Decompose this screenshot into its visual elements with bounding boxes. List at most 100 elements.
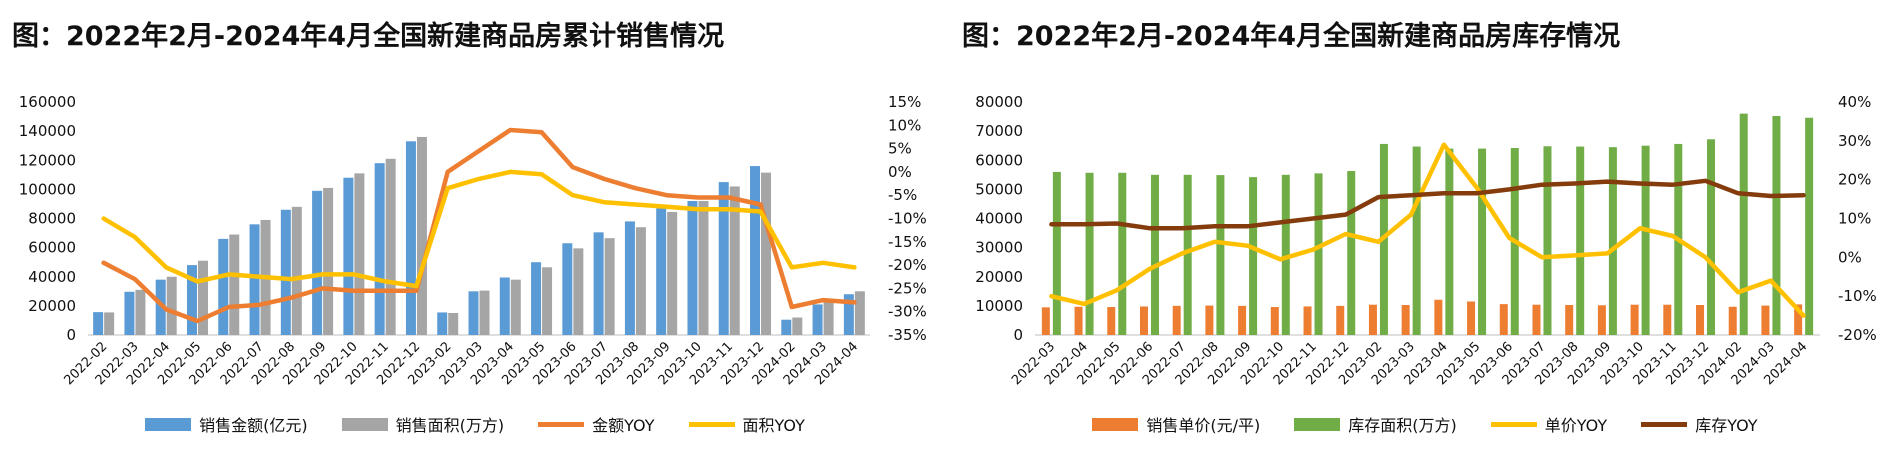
bar (656, 208, 667, 335)
bar (510, 279, 521, 335)
bar (124, 291, 135, 335)
y2-tick-label: -35% (888, 326, 927, 344)
bar (155, 279, 166, 335)
y-tick-label: 0 (1013, 326, 1023, 344)
bar (698, 201, 709, 335)
y2-tick-label: -30% (888, 303, 927, 321)
y2-tick-label: 0% (1838, 248, 1862, 266)
y-tick-label: 30000 (975, 239, 1023, 257)
bar (229, 234, 240, 335)
bar (405, 141, 416, 335)
bar (1772, 115, 1781, 335)
bar (323, 187, 334, 335)
bar (1499, 304, 1508, 335)
legend-swatch (341, 417, 388, 431)
bar (1608, 147, 1617, 335)
left-chart-title: 图：2022年2月-2024年4月全国新建商品房累计销售情况 (12, 21, 725, 52)
bar (1118, 172, 1127, 335)
y-tick-label: 60000 (975, 151, 1023, 169)
y2-tick-label: -10% (1838, 287, 1877, 305)
legend-label: 库存面积(万方) (1348, 416, 1457, 435)
left-chart-svg: 0 20000 40000 60000 80000 100000 120000 140000 1… (19, 93, 927, 388)
y-tick-label: 20000 (975, 268, 1023, 286)
y2-tick-label: -10% (888, 210, 927, 228)
legend-item: 库存YOY (1641, 412, 1758, 436)
y-tick-label: 140000 (19, 122, 76, 140)
right-chart-legend: 销售单价(元/平) 库存面积(万方) 单价YOY 库存YOY (950, 412, 1900, 436)
y-tick-label: 80000 (28, 210, 76, 228)
bar (1576, 146, 1585, 335)
bar (687, 201, 698, 335)
bar (823, 302, 834, 335)
bar (1303, 306, 1312, 335)
bar (1139, 306, 1148, 335)
bar (1336, 305, 1345, 335)
bar (1347, 171, 1356, 335)
bar (1641, 145, 1650, 335)
left-chart-legend: 销售金额(亿元) 销售面积(万方) 金额YOY 面积YOY (0, 412, 950, 436)
bar (1565, 305, 1574, 335)
bar (573, 248, 584, 335)
bar (291, 206, 302, 335)
bar (1172, 305, 1181, 335)
bar (385, 158, 396, 335)
bar (843, 294, 854, 335)
y2-tick-label: 40% (1838, 93, 1871, 111)
legend-swatch (1490, 421, 1537, 427)
y2-tick-label: 0% (888, 163, 912, 181)
bar (1663, 304, 1672, 335)
y-tick-label: 70000 (975, 122, 1023, 140)
bar (761, 172, 772, 335)
y2-tick-label: 5% (888, 140, 912, 158)
bar (468, 291, 479, 335)
legend-swatch (145, 417, 192, 431)
y-tick-label: 0 (66, 326, 76, 344)
y-tick-label: 100000 (19, 180, 76, 198)
legend-item: 销售面积(万方) (341, 412, 504, 436)
legend-label: 金额YOY (592, 416, 655, 435)
bar (531, 262, 542, 335)
y-tick-label: 120000 (19, 151, 76, 169)
legend-item: 单价YOY (1490, 412, 1608, 436)
bar (854, 291, 865, 335)
left-chart-panel: 0 20000 40000 60000 80000 100000 120000 140000 1… (0, 21, 950, 436)
series-line (101, 169, 857, 289)
legend-swatch (688, 421, 735, 427)
right-chart-panel: 0 10000 20000 30000 40000 50000 60000 70000 8000… (950, 0, 1900, 453)
bar (718, 182, 729, 335)
bar (667, 211, 678, 335)
bar (1368, 304, 1377, 335)
bar (1216, 175, 1225, 335)
bar (1805, 117, 1814, 335)
y-tick-label: 10000 (975, 297, 1023, 315)
bar (218, 238, 229, 335)
legend-item: 金额YOY (538, 412, 655, 436)
bar (1597, 305, 1606, 335)
bar (1630, 304, 1639, 335)
series-line (1049, 178, 1806, 231)
bar (1281, 174, 1290, 335)
bar (135, 289, 146, 335)
bar (1041, 307, 1050, 335)
bar (1478, 148, 1487, 335)
bar (1739, 113, 1748, 336)
bar (562, 243, 573, 335)
legend-label: 单价YOY (1544, 416, 1608, 435)
legend-item: 销售金额(亿元) (145, 412, 308, 436)
series-line (1049, 142, 1806, 318)
y-tick-label: 80000 (975, 93, 1023, 111)
legend-label: 销售金额(亿元) (199, 416, 308, 435)
bar (1728, 306, 1737, 335)
bar (1314, 173, 1323, 335)
bar (343, 177, 354, 335)
series-line (101, 127, 857, 324)
y-tick-label: 40000 (975, 210, 1023, 228)
y2-tick-label: -20% (1838, 326, 1877, 344)
y2-tick-label: -20% (888, 256, 927, 274)
bar (1532, 304, 1541, 335)
y2-tick-label: 15% (888, 93, 921, 111)
bar (1401, 305, 1410, 335)
legend-label: 销售单价(元/平) (1146, 416, 1261, 435)
bar (186, 265, 197, 335)
legend-label: 库存YOY (1695, 416, 1758, 435)
